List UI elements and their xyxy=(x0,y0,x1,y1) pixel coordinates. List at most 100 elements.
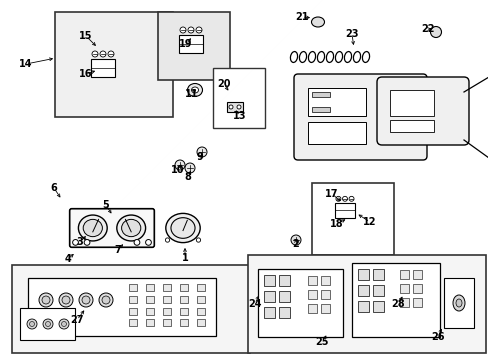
Text: 16: 16 xyxy=(79,69,93,79)
Ellipse shape xyxy=(165,238,169,242)
Text: 9: 9 xyxy=(196,152,203,162)
Bar xyxy=(399,298,408,307)
Circle shape xyxy=(92,51,98,57)
Bar xyxy=(399,284,408,293)
Bar xyxy=(197,319,204,326)
Bar xyxy=(264,307,274,318)
Bar xyxy=(412,284,421,293)
Ellipse shape xyxy=(59,293,73,307)
Bar xyxy=(334,203,354,218)
Bar xyxy=(443,278,473,328)
Bar xyxy=(28,278,216,336)
Ellipse shape xyxy=(196,238,200,242)
Bar xyxy=(213,68,264,128)
Circle shape xyxy=(175,160,184,170)
Bar xyxy=(226,102,243,112)
Circle shape xyxy=(100,51,106,57)
FancyBboxPatch shape xyxy=(376,77,468,145)
Bar xyxy=(197,308,204,315)
Text: 3: 3 xyxy=(77,237,83,247)
Text: 15: 15 xyxy=(79,31,93,41)
Bar xyxy=(129,296,137,303)
Ellipse shape xyxy=(39,293,53,307)
Bar xyxy=(320,304,329,313)
Bar xyxy=(146,296,154,303)
Text: 26: 26 xyxy=(430,332,444,342)
Ellipse shape xyxy=(102,296,110,304)
Bar xyxy=(311,92,329,97)
Bar xyxy=(320,290,329,299)
Bar xyxy=(197,296,204,303)
Ellipse shape xyxy=(99,293,113,307)
Bar xyxy=(307,122,365,144)
Bar xyxy=(412,270,421,279)
Bar xyxy=(180,284,187,291)
Bar xyxy=(12,265,249,353)
Ellipse shape xyxy=(43,319,53,329)
Text: 11: 11 xyxy=(185,89,198,99)
Ellipse shape xyxy=(79,293,93,307)
Bar xyxy=(258,269,342,337)
Bar xyxy=(163,296,171,303)
Text: 2: 2 xyxy=(292,239,299,249)
Circle shape xyxy=(197,147,206,157)
Ellipse shape xyxy=(83,219,102,237)
Text: 1: 1 xyxy=(181,253,188,263)
Bar xyxy=(264,275,274,286)
Bar xyxy=(389,120,433,132)
Bar xyxy=(163,319,171,326)
Bar xyxy=(91,59,115,77)
Bar xyxy=(372,285,383,296)
Bar xyxy=(389,90,433,116)
Circle shape xyxy=(342,196,347,201)
Bar xyxy=(307,290,316,299)
Text: 14: 14 xyxy=(19,59,33,69)
Bar xyxy=(129,284,137,291)
Ellipse shape xyxy=(311,17,324,27)
Ellipse shape xyxy=(84,239,90,245)
Text: 8: 8 xyxy=(184,172,191,182)
Text: 20: 20 xyxy=(217,79,230,89)
Text: 10: 10 xyxy=(171,165,184,175)
Text: 17: 17 xyxy=(325,189,338,199)
Bar xyxy=(163,284,171,291)
Bar xyxy=(307,304,316,313)
Bar xyxy=(247,255,485,353)
Ellipse shape xyxy=(134,239,140,245)
Ellipse shape xyxy=(145,239,151,245)
Bar xyxy=(163,308,171,315)
Bar xyxy=(320,276,329,285)
Ellipse shape xyxy=(187,84,202,96)
Bar xyxy=(357,269,368,280)
Text: 21: 21 xyxy=(295,12,308,22)
Bar xyxy=(264,291,274,302)
Text: 22: 22 xyxy=(420,24,434,34)
Ellipse shape xyxy=(73,239,78,245)
Text: 28: 28 xyxy=(390,299,404,309)
Ellipse shape xyxy=(61,321,66,327)
Circle shape xyxy=(228,105,232,109)
Ellipse shape xyxy=(117,215,145,241)
Bar xyxy=(357,301,368,312)
Text: 5: 5 xyxy=(102,200,109,210)
Circle shape xyxy=(187,27,194,33)
Ellipse shape xyxy=(455,299,461,307)
Circle shape xyxy=(108,51,114,57)
Bar xyxy=(279,275,289,286)
Ellipse shape xyxy=(29,321,35,327)
Ellipse shape xyxy=(82,296,90,304)
Bar xyxy=(307,276,316,285)
Text: 25: 25 xyxy=(315,337,328,347)
Bar xyxy=(129,308,137,315)
Bar xyxy=(351,263,439,337)
Bar xyxy=(180,308,187,315)
Bar xyxy=(20,308,75,340)
Ellipse shape xyxy=(429,27,441,37)
Bar xyxy=(372,301,383,312)
Ellipse shape xyxy=(122,219,141,237)
Text: 24: 24 xyxy=(248,299,261,309)
Bar xyxy=(179,35,203,53)
Bar xyxy=(399,270,408,279)
Bar xyxy=(180,319,187,326)
Bar xyxy=(158,12,229,80)
